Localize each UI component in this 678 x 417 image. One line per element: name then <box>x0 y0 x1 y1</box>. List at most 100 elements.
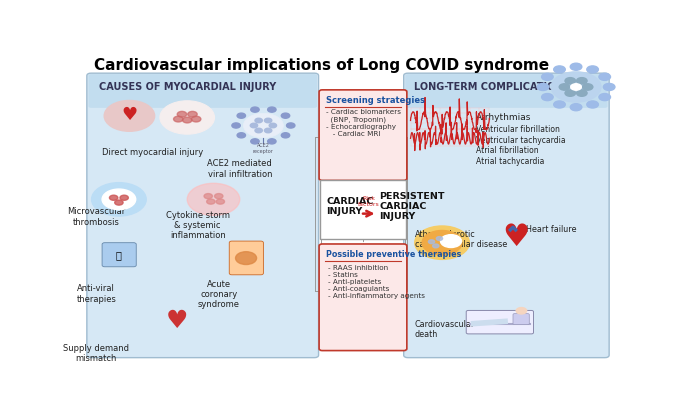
Text: - RAAS inhibition
- Statins
- Anti-platelets
- Anti-coagulants
- Anti-inflammato: - RAAS inhibition - Statins - Anti-plate… <box>327 264 424 299</box>
Circle shape <box>188 111 197 117</box>
Circle shape <box>576 78 587 84</box>
Circle shape <box>551 72 601 103</box>
Text: ♥: ♥ <box>165 309 188 333</box>
FancyBboxPatch shape <box>319 90 407 181</box>
Text: Arrhythmias: Arrhythmias <box>476 113 532 122</box>
Circle shape <box>250 123 258 128</box>
FancyBboxPatch shape <box>320 181 406 239</box>
FancyBboxPatch shape <box>405 74 607 108</box>
Circle shape <box>191 116 201 122</box>
Text: Heart failure: Heart failure <box>526 225 576 234</box>
Text: Screening strategies: Screening strategies <box>326 95 425 105</box>
Circle shape <box>264 118 272 123</box>
Circle shape <box>542 93 553 100</box>
FancyBboxPatch shape <box>88 74 317 108</box>
Circle shape <box>232 123 240 128</box>
Circle shape <box>207 199 215 204</box>
Circle shape <box>576 90 587 96</box>
Circle shape <box>268 139 276 144</box>
Text: CARDIAC
INJURY: CARDIAC INJURY <box>327 197 374 216</box>
Circle shape <box>120 195 128 200</box>
Circle shape <box>287 123 295 128</box>
Circle shape <box>542 73 553 80</box>
Circle shape <box>235 252 256 264</box>
Text: Risk
factors: Risk factors <box>357 196 380 206</box>
Text: Cytokine storm
& systemic
inflammation: Cytokine storm & systemic inflammation <box>165 211 230 240</box>
Circle shape <box>537 83 549 90</box>
Circle shape <box>264 128 272 133</box>
Circle shape <box>603 83 615 90</box>
Circle shape <box>237 133 245 138</box>
Circle shape <box>433 244 439 248</box>
Circle shape <box>554 101 565 108</box>
Text: Direct myocardial injury: Direct myocardial injury <box>102 148 203 157</box>
Circle shape <box>599 93 610 100</box>
Text: Supply demand
mismatch: Supply demand mismatch <box>63 344 129 363</box>
Text: - Cardiac biomarkers
  (BNP, Troponin)
- Echocardiography
   - Cardiac MRI: - Cardiac biomarkers (BNP, Troponin) - E… <box>326 109 401 137</box>
Circle shape <box>160 101 214 134</box>
FancyBboxPatch shape <box>87 73 319 358</box>
Circle shape <box>559 84 570 90</box>
Circle shape <box>570 104 582 111</box>
Circle shape <box>570 63 582 70</box>
Circle shape <box>104 100 155 131</box>
Circle shape <box>436 236 443 241</box>
Circle shape <box>269 123 277 128</box>
Text: Cardiovascular
death: Cardiovascular death <box>415 320 475 339</box>
Circle shape <box>587 66 599 73</box>
Text: Ventricular fibrillation
Ventricular tachycardia
Atrial fibrillation
Atrial tach: Ventricular fibrillation Ventricular tac… <box>476 126 566 166</box>
Text: ♥: ♥ <box>502 224 530 252</box>
FancyBboxPatch shape <box>513 314 530 324</box>
FancyBboxPatch shape <box>229 241 263 275</box>
Circle shape <box>565 78 576 84</box>
Text: Possible preventive therapies: Possible preventive therapies <box>326 250 461 259</box>
Text: ACE2 mediated
viral infiltration: ACE2 mediated viral infiltration <box>207 159 272 178</box>
Circle shape <box>268 107 276 112</box>
Circle shape <box>102 189 136 210</box>
Circle shape <box>216 199 224 204</box>
FancyBboxPatch shape <box>102 243 136 267</box>
Circle shape <box>516 308 527 314</box>
Text: Microvascular
thrombosis: Microvascular thrombosis <box>67 207 125 227</box>
Text: ♥: ♥ <box>121 106 138 124</box>
Circle shape <box>115 200 123 205</box>
Circle shape <box>565 90 576 96</box>
Circle shape <box>428 240 435 244</box>
Circle shape <box>422 231 462 255</box>
Text: ACE2
receptor: ACE2 receptor <box>253 143 274 154</box>
Circle shape <box>109 195 118 200</box>
Circle shape <box>255 128 262 133</box>
Circle shape <box>174 116 183 122</box>
Circle shape <box>587 101 599 108</box>
Circle shape <box>582 84 593 90</box>
Circle shape <box>281 113 290 118</box>
Circle shape <box>237 113 245 118</box>
Circle shape <box>214 193 223 199</box>
Circle shape <box>441 235 462 248</box>
Text: PERSISTENT
CARDIAC
INJURY: PERSISTENT CARDIAC INJURY <box>379 192 445 221</box>
Circle shape <box>281 133 290 138</box>
Text: Anti-viral
therapies: Anti-viral therapies <box>77 284 116 304</box>
Text: 💊: 💊 <box>116 250 122 260</box>
FancyBboxPatch shape <box>466 310 534 334</box>
Circle shape <box>251 139 259 144</box>
Circle shape <box>92 183 146 216</box>
Circle shape <box>571 84 581 90</box>
Circle shape <box>177 111 186 117</box>
Text: LONG-TERM COMPLICATIONS: LONG-TERM COMPLICATIONS <box>414 81 571 91</box>
Circle shape <box>554 66 565 73</box>
Text: Cardiovascular implications of Long COVID syndrome: Cardiovascular implications of Long COVI… <box>94 58 549 73</box>
Circle shape <box>187 183 240 216</box>
Circle shape <box>415 226 469 259</box>
Text: CAUSES OF MYOCARDIAL INJURY: CAUSES OF MYOCARDIAL INJURY <box>99 81 276 91</box>
Circle shape <box>251 107 259 112</box>
Circle shape <box>255 118 262 123</box>
Text: Atherosclerotic
cardiovascular disease: Atherosclerotic cardiovascular disease <box>415 230 507 249</box>
FancyBboxPatch shape <box>319 244 407 351</box>
Circle shape <box>182 117 192 123</box>
Circle shape <box>599 73 610 80</box>
Circle shape <box>204 193 212 199</box>
Circle shape <box>243 113 283 138</box>
Text: Acute
coronary
syndrome: Acute coronary syndrome <box>198 280 240 309</box>
FancyBboxPatch shape <box>403 73 609 358</box>
